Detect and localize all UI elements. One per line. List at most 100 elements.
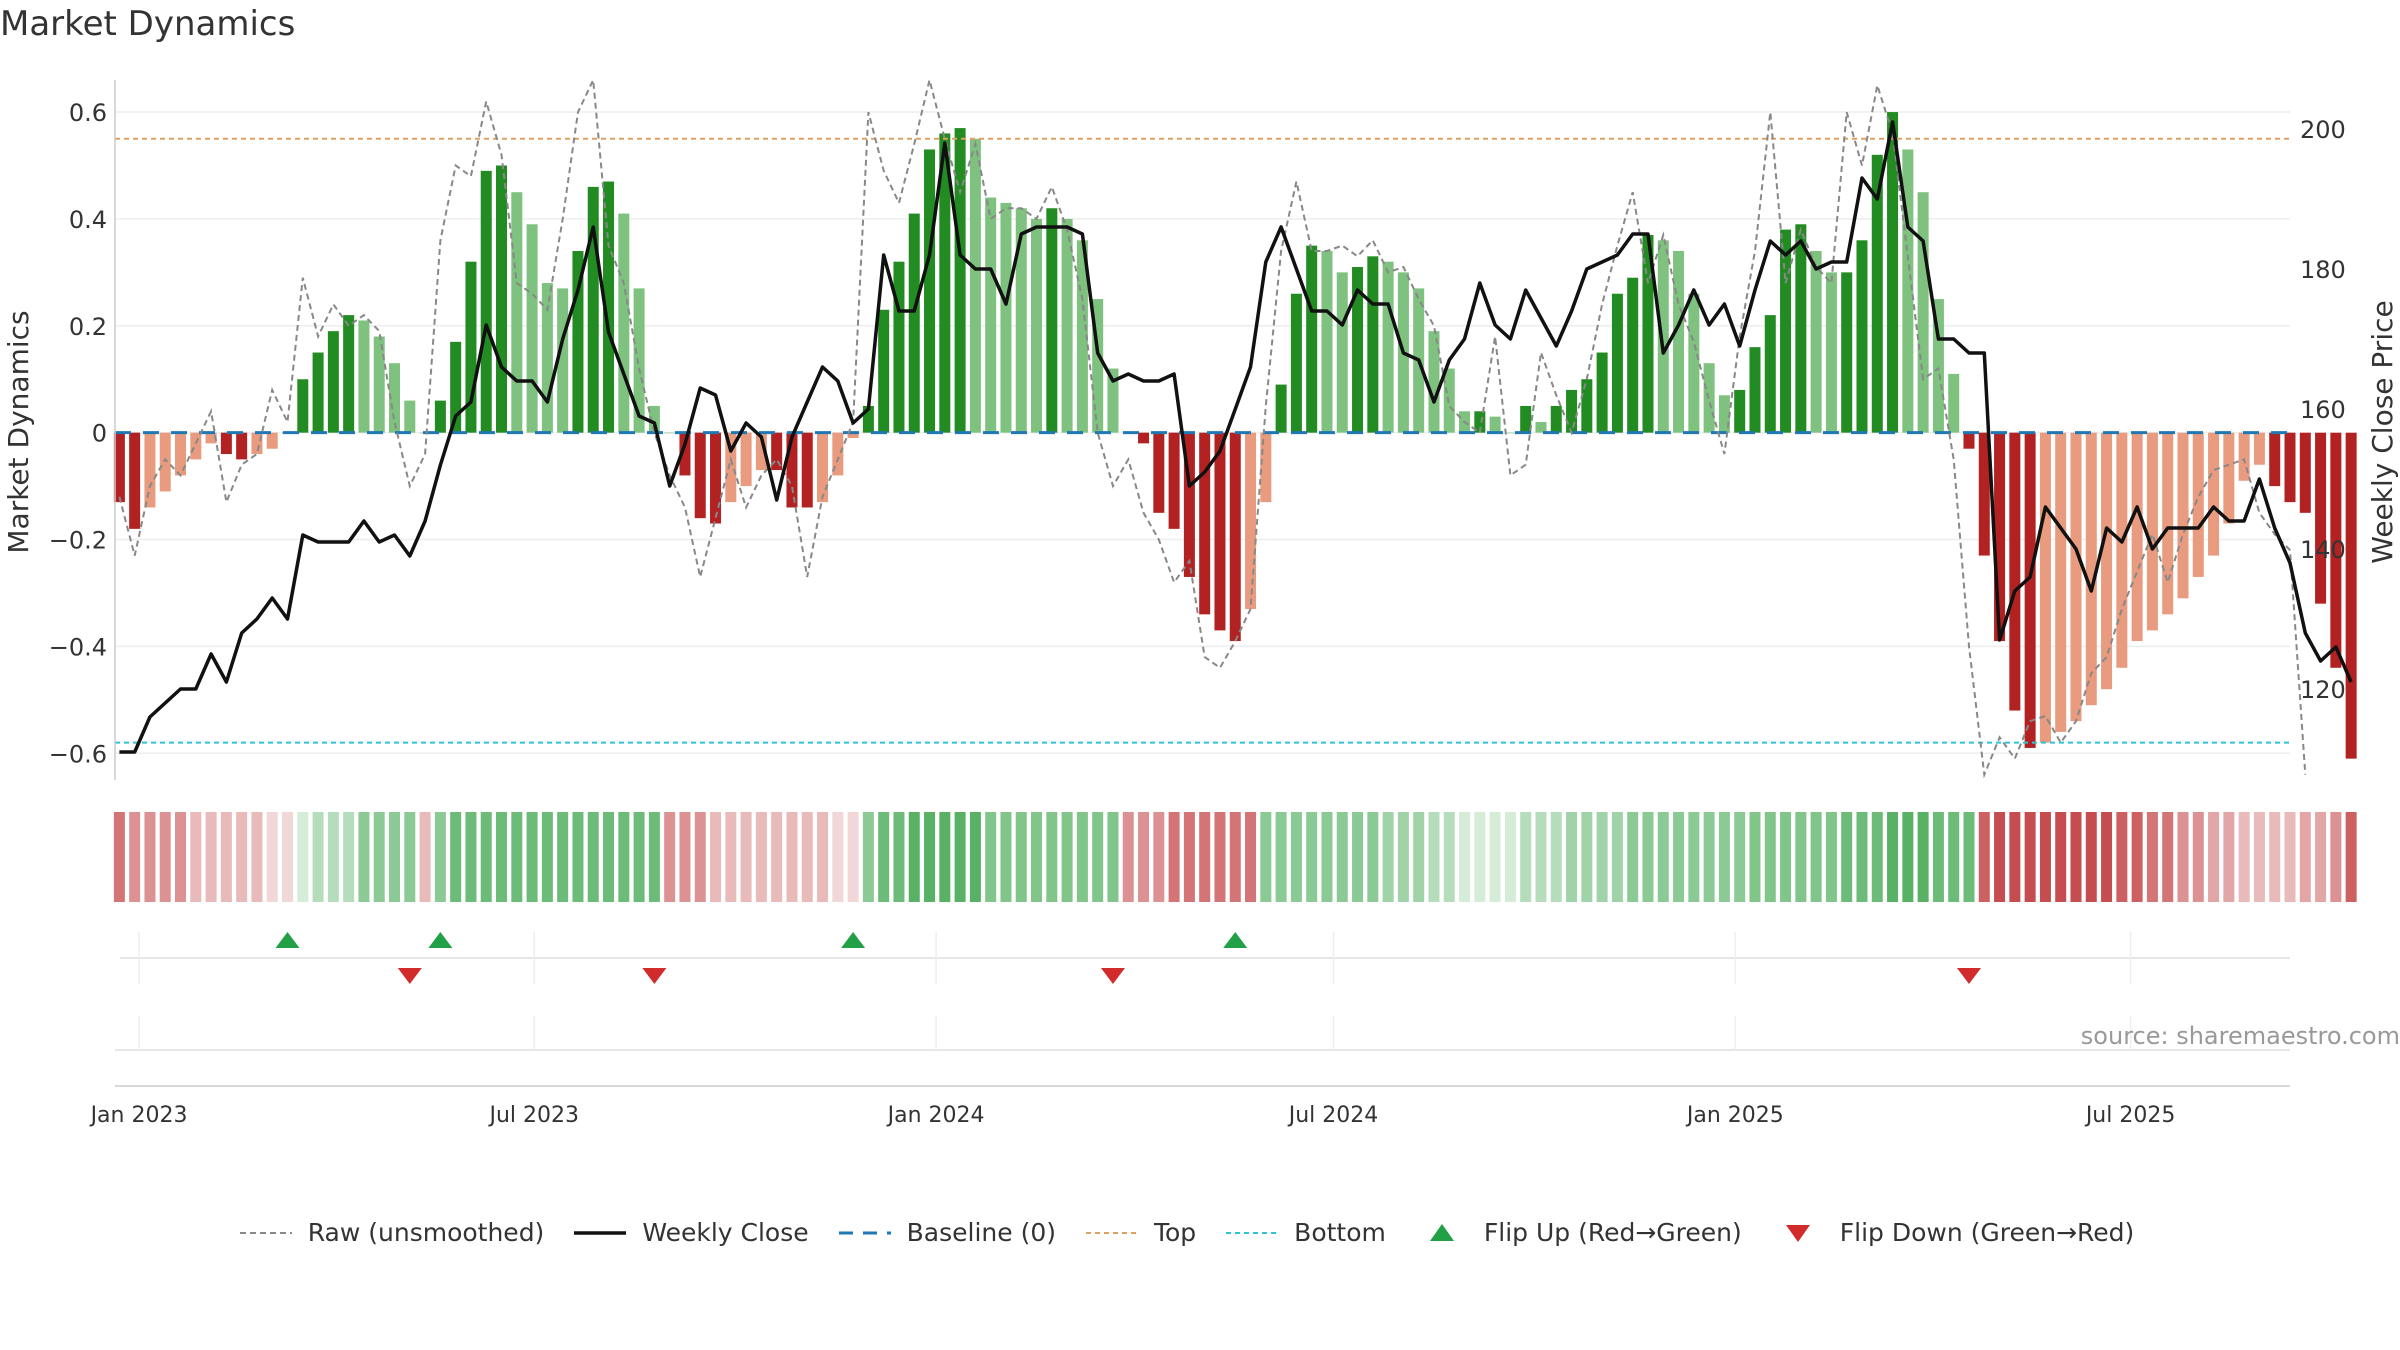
regime-band-cell	[2223, 812, 2235, 902]
dynamics-bar	[878, 309, 890, 433]
y2-tick-label: 120	[2300, 676, 2346, 704]
flip-up-marker	[841, 932, 866, 948]
legend-swatch-top-line	[1085, 1231, 1138, 1234]
regime-band-cell	[1795, 812, 1807, 902]
regime-band-cell	[1550, 812, 1562, 902]
regime-band-cell	[1397, 812, 1409, 902]
regime-band-cell	[1841, 812, 1853, 902]
regime-band-cell	[2131, 812, 2143, 902]
dynamics-bar	[847, 432, 859, 439]
dynamics-bar	[801, 432, 813, 508]
dynamics-bar	[159, 432, 171, 492]
dynamics-bar	[1642, 234, 1654, 433]
regime-band-cell	[312, 812, 324, 902]
dynamics-bar	[2024, 432, 2036, 748]
regime-band-cell	[297, 812, 309, 902]
legend-swatch-baseline-line	[838, 1231, 891, 1234]
regime-band-cell	[2162, 812, 2174, 902]
dynamics-bar	[1887, 112, 1899, 433]
regime-band-cell	[878, 812, 890, 902]
dynamics-bar	[251, 432, 263, 455]
dynamics-bar	[1367, 256, 1379, 433]
regime-band-cell	[679, 812, 691, 902]
x-tick-label: Jul 2025	[2084, 1103, 2176, 1128]
dynamics-bar	[1596, 352, 1608, 433]
regime-band-cell	[1963, 812, 1975, 902]
dynamics-bar	[893, 261, 905, 433]
regime-band-cell	[557, 812, 569, 902]
dynamics-bar	[1550, 405, 1562, 433]
dynamics-bar	[2070, 432, 2082, 722]
regime-band-cell	[1122, 812, 1134, 902]
dynamics-bar	[2146, 432, 2158, 631]
regime-band-cell	[1703, 812, 1715, 902]
regime-band-cell	[419, 812, 431, 902]
regime-band-cell	[2177, 812, 2189, 902]
x-tick-label: Jan 2023	[89, 1103, 188, 1128]
legend-item-baseline: Baseline (0)	[837, 1218, 1056, 1247]
regime-band-cell	[954, 812, 966, 902]
dynamics-bar	[679, 432, 691, 476]
regime-band-cell	[2070, 812, 2082, 902]
regime-band-cell	[1107, 812, 1119, 902]
regime-band-cell	[404, 812, 416, 902]
regime-band-cell	[251, 812, 263, 902]
regime-band-cell	[1520, 812, 1532, 902]
regime-band-cell	[801, 812, 813, 902]
dynamics-bars	[113, 112, 2357, 759]
triangle-up-icon	[1429, 1223, 1454, 1241]
regime-color-band	[113, 812, 2357, 902]
dynamics-bar	[648, 405, 660, 433]
legend-label-flip-up: Flip Up (Red→Green)	[1483, 1218, 1742, 1247]
regime-band-cell	[220, 812, 232, 902]
dynamics-bar	[526, 224, 538, 433]
regime-band-cell	[694, 812, 706, 902]
regime-band-cell	[1245, 812, 1257, 902]
dynamics-bar	[1825, 272, 1837, 433]
dynamics-bar	[2330, 432, 2342, 668]
regime-band-cell	[1168, 812, 1180, 902]
dynamics-bar	[2269, 432, 2281, 487]
dynamics-bar	[2223, 432, 2235, 524]
regime-band-cell	[2284, 812, 2296, 902]
x-axis: Jan 2023 Jul 2023 Jan 2024 Jul 2024 Jan 2025…	[89, 932, 2290, 1128]
regime-band-cell	[1948, 812, 1960, 902]
dynamics-bar	[1489, 416, 1501, 433]
dynamics-bar	[1229, 432, 1241, 642]
dynamics-bar	[1107, 368, 1119, 433]
dynamics-bar	[1474, 411, 1486, 433]
regime-band-cell	[526, 812, 538, 902]
legend-swatch-close-line	[574, 1230, 627, 1235]
dynamics-bar	[2299, 432, 2311, 513]
regime-band-cell	[1994, 812, 2006, 902]
x-tick-label: Jan 2025	[1685, 1103, 1784, 1128]
dynamics-bar	[1688, 293, 1700, 433]
regime-band-cell	[1596, 812, 1608, 902]
dynamics-bar	[312, 352, 324, 433]
regime-band-cell	[129, 812, 141, 902]
flip-up-marker	[428, 932, 453, 948]
regime-band-cell	[1428, 812, 1440, 902]
series-lines	[118, 76, 2353, 779]
regime-band-cell	[2009, 812, 2021, 902]
regime-band-cell	[1764, 812, 1776, 902]
dynamics-bar	[1336, 272, 1348, 433]
regime-band-cell	[1825, 812, 1837, 902]
dynamics-bar	[266, 432, 278, 449]
dynamics-bar	[1932, 299, 1944, 433]
regime-band-cell	[1046, 812, 1058, 902]
legend-item-flip-down: Flip Down (Green→Red)	[1770, 1218, 2134, 1247]
dynamics-bar	[541, 283, 553, 433]
regime-band-cell	[2085, 812, 2097, 902]
dynamics-bar	[2177, 432, 2189, 599]
y-tick-label: 0.2	[69, 313, 107, 341]
regime-band-cell	[618, 812, 630, 902]
regime-band-cell	[2238, 812, 2250, 902]
dynamics-bar	[220, 432, 232, 455]
regime-band-cell	[603, 812, 615, 902]
dynamics-bar	[1795, 224, 1807, 433]
regime-band-cell	[1229, 812, 1241, 902]
flip-down-marker	[642, 968, 667, 984]
dynamics-bar	[1290, 293, 1302, 433]
dynamics-bar	[694, 432, 706, 519]
